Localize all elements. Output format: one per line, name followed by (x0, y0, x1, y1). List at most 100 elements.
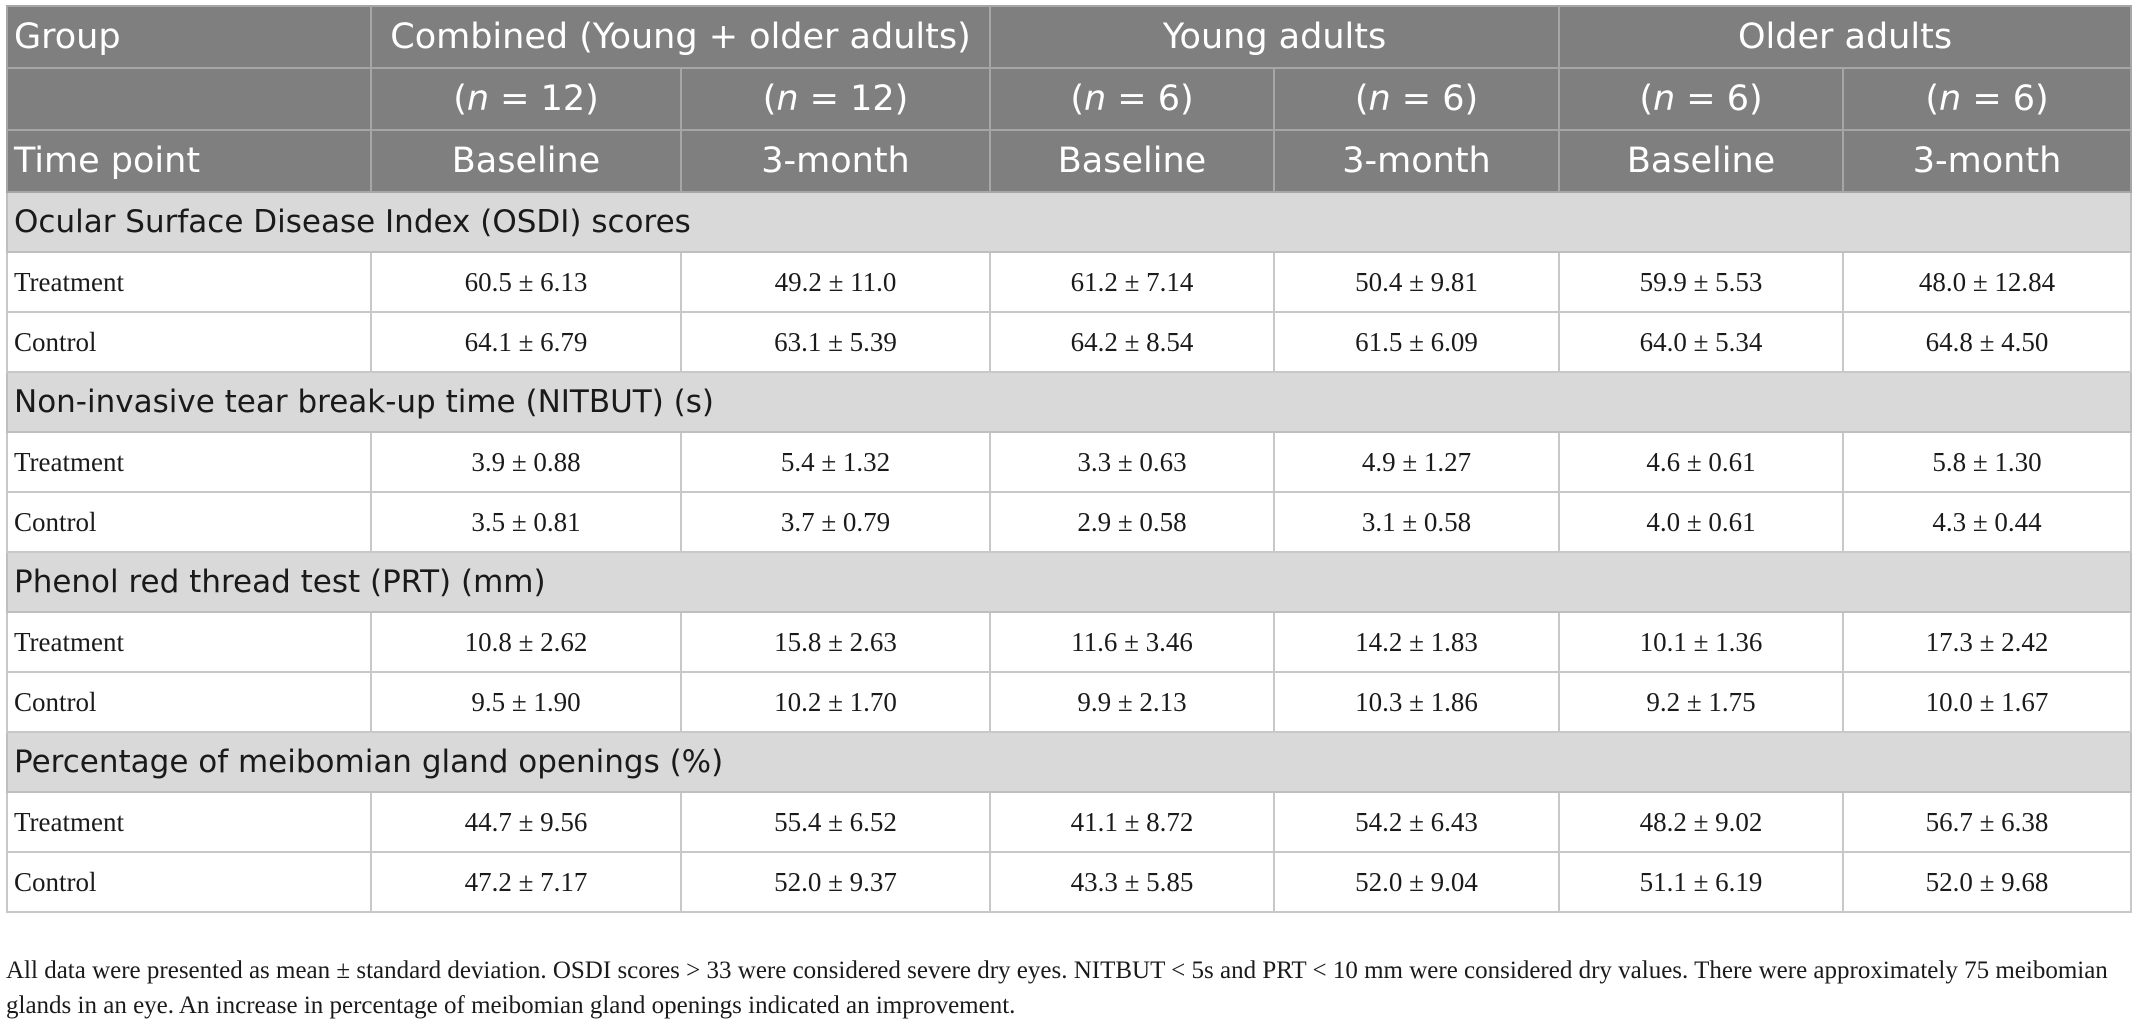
header-row-time: Time point Baseline 3-month Baseline 3-m… (6, 129, 2133, 193)
section-title: Percentage of meibomian gland openings (… (5, 731, 2133, 793)
time-point-cell: Baseline (989, 129, 1275, 193)
time-point-cell: 3-month (1842, 129, 2133, 193)
row-label: Control (6, 851, 372, 913)
data-cell: 44.7 ± 9.56 (370, 791, 682, 853)
table-row: Control 3.5 ± 0.81 3.7 ± 0.79 2.9 ± 0.58… (6, 491, 2133, 553)
section-title: Ocular Surface Disease Index (OSDI) scor… (5, 191, 2133, 253)
n-header-cell: (n = 12) (680, 67, 991, 131)
n-letter: n (1939, 79, 1962, 119)
row-label: Treatment (6, 251, 372, 313)
data-cell: 48.2 ± 9.02 (1558, 791, 1845, 853)
data-cell: 51.1 ± 6.19 (1558, 851, 1845, 913)
time-point-cell: 3-month (680, 129, 991, 193)
n-letter: n (466, 79, 490, 119)
data-cell: 41.1 ± 8.72 (989, 791, 1275, 853)
table-row: Treatment 44.7 ± 9.56 55.4 ± 6.52 41.1 ±… (6, 791, 2133, 853)
header-row-groups: Group Combined (Young + older adults) Yo… (6, 5, 2133, 69)
time-point-header: Time point (6, 129, 372, 193)
n-value: 6 (1726, 79, 1750, 119)
n-header-blank (6, 67, 372, 131)
row-label: Treatment (6, 611, 372, 673)
table-row: Control 47.2 ± 7.17 52.0 ± 9.37 43.3 ± 5… (6, 851, 2133, 913)
n-letter: n (1652, 79, 1676, 119)
data-cell: 9.5 ± 1.90 (370, 671, 682, 733)
results-table-container: Group Combined (Young + older adults) Yo… (5, 5, 2133, 913)
group-young-header: Young adults (988, 5, 1561, 69)
results-table: Group Combined (Young + older adults) Yo… (5, 5, 2133, 913)
time-point-cell: Baseline (1558, 129, 1845, 193)
table-body: Ocular Surface Disease Index (OSDI) scor… (5, 191, 2133, 913)
n-header-cell: (n = 6) (1558, 67, 1845, 131)
data-cell: 14.2 ± 1.83 (1272, 611, 1561, 673)
data-cell: 10.1 ± 1.36 (1558, 611, 1845, 673)
data-cell: 4.6 ± 0.61 (1558, 431, 1845, 493)
n-header-cell: (n = 6) (1272, 67, 1561, 131)
table-row: Control 64.1 ± 6.79 63.1 ± 5.39 64.2 ± 8… (6, 311, 2133, 373)
n-letter: n (776, 79, 799, 119)
data-cell: 10.3 ± 1.86 (1272, 671, 1561, 733)
data-cell: 4.0 ± 0.61 (1558, 491, 1845, 553)
section-row-prt: Phenol red thread test (PRT) (mm) (5, 551, 2133, 613)
data-cell: 63.1 ± 5.39 (680, 311, 991, 373)
table-row: Treatment 10.8 ± 2.62 15.8 ± 2.63 11.6 ±… (6, 611, 2133, 673)
data-cell: 54.2 ± 6.43 (1272, 791, 1561, 853)
table-row: Control 9.5 ± 1.90 10.2 ± 1.70 9.9 ± 2.1… (6, 671, 2133, 733)
row-label: Control (6, 671, 372, 733)
table-row: Treatment 60.5 ± 6.13 49.2 ± 11.0 61.2 ±… (6, 251, 2133, 313)
data-cell: 61.2 ± 7.14 (989, 251, 1275, 313)
row-label: Control (6, 311, 372, 373)
group-combined-header: Combined (Young + older adults) (370, 5, 991, 69)
data-cell: 9.2 ± 1.75 (1558, 671, 1845, 733)
section-title: Non-invasive tear break-up time (NITBUT)… (5, 371, 2133, 433)
data-cell: 4.3 ± 0.44 (1842, 491, 2133, 553)
data-cell: 3.3 ± 0.63 (989, 431, 1275, 493)
header-row-n: (n = 12) (n = 12) (n = 6) (n = 6) (n = 6… (6, 67, 2133, 131)
group-header: Group (6, 5, 372, 69)
data-cell: 64.0 ± 5.34 (1558, 311, 1845, 373)
data-cell: 59.9 ± 5.53 (1558, 251, 1845, 313)
data-cell: 5.4 ± 1.32 (680, 431, 991, 493)
data-cell: 48.0 ± 12.84 (1842, 251, 2133, 313)
data-cell: 47.2 ± 7.17 (370, 851, 682, 913)
data-cell: 10.8 ± 2.62 (370, 611, 682, 673)
n-value: 6 (1157, 79, 1181, 119)
data-cell: 10.2 ± 1.70 (680, 671, 991, 733)
data-cell: 3.1 ± 0.58 (1272, 491, 1561, 553)
data-cell: 49.2 ± 11.0 (680, 251, 991, 313)
group-older-header: Older adults (1558, 5, 2133, 69)
data-cell: 64.8 ± 4.50 (1842, 311, 2133, 373)
n-value: 6 (2012, 79, 2036, 119)
data-cell: 3.7 ± 0.79 (680, 491, 991, 553)
table-header: Group Combined (Young + older adults) Yo… (6, 5, 2133, 193)
data-cell: 64.2 ± 8.54 (989, 311, 1275, 373)
data-cell: 17.3 ± 2.42 (1842, 611, 2133, 673)
n-value: 12 (850, 79, 895, 119)
data-cell: 55.4 ± 6.52 (680, 791, 991, 853)
data-cell: 60.5 ± 6.13 (370, 251, 682, 313)
row-label: Treatment (6, 791, 372, 853)
section-title: Phenol red thread test (PRT) (mm) (5, 551, 2133, 613)
data-cell: 11.6 ± 3.46 (989, 611, 1275, 673)
data-cell: 52.0 ± 9.68 (1842, 851, 2133, 913)
data-cell: 52.0 ± 9.37 (680, 851, 991, 913)
data-cell: 9.9 ± 2.13 (989, 671, 1275, 733)
n-value: 12 (540, 79, 586, 119)
data-cell: 61.5 ± 6.09 (1272, 311, 1561, 373)
row-label: Control (6, 491, 372, 553)
data-cell: 52.0 ± 9.04 (1272, 851, 1561, 913)
n-letter: n (1083, 79, 1107, 119)
data-cell: 4.9 ± 1.27 (1272, 431, 1561, 493)
data-cell: 3.5 ± 0.81 (370, 491, 682, 553)
table-footnote: All data were presented as mean ± standa… (6, 957, 2108, 1019)
data-cell: 64.1 ± 6.79 (370, 311, 682, 373)
data-cell: 50.4 ± 9.81 (1272, 251, 1561, 313)
data-cell: 15.8 ± 2.63 (680, 611, 991, 673)
n-header-cell: (n = 6) (1842, 67, 2133, 131)
data-cell: 56.7 ± 6.38 (1842, 791, 2133, 853)
section-row-osdi: Ocular Surface Disease Index (OSDI) scor… (5, 191, 2133, 253)
table-row: Treatment 3.9 ± 0.88 5.4 ± 1.32 3.3 ± 0.… (6, 431, 2133, 493)
section-row-nitbut: Non-invasive tear break-up time (NITBUT)… (5, 371, 2133, 433)
data-cell: 10.0 ± 1.67 (1842, 671, 2133, 733)
data-cell: 5.8 ± 1.30 (1842, 431, 2133, 493)
n-letter: n (1368, 79, 1391, 119)
